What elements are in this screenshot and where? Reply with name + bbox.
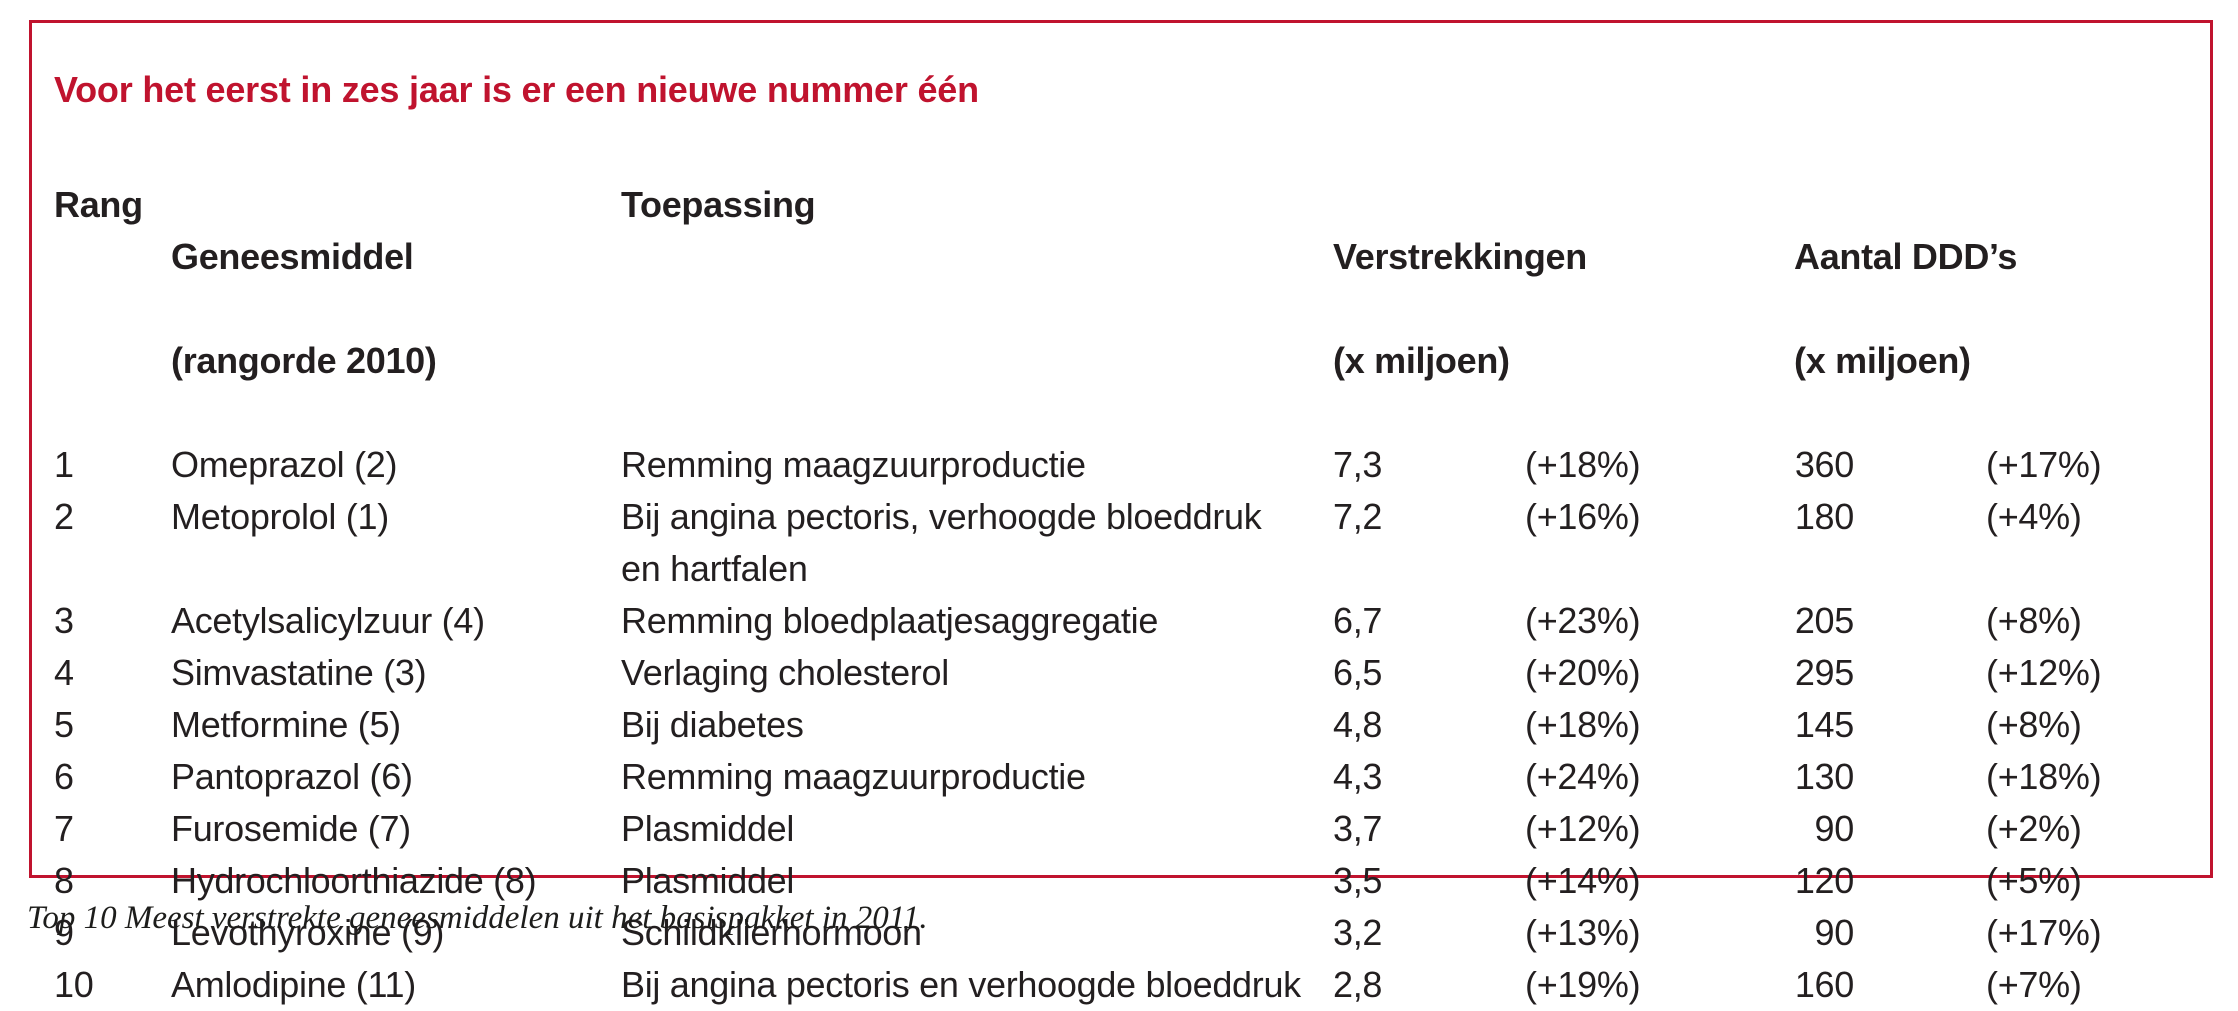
cell-ddd-pct: (+4%) (1986, 496, 2082, 537)
cell-geneesmiddel: Furosemide (7) (171, 808, 411, 849)
cell-verstrekkingen: 3,7 (1333, 808, 1383, 849)
medicines-table: Rang Geneesmiddel (rangorde 2010) Toepas… (54, 179, 2188, 1011)
cell-ddd-pct: (+8%) (1986, 704, 2082, 745)
cell-verstrekkingen-pct: (+24%) (1525, 756, 1641, 797)
cell-verstrekkingen-pct: (+13%) (1525, 912, 1641, 953)
cell-geneesmiddel: Levothyroxine (9) (171, 912, 445, 953)
cell-ddd-pct: (+17%) (1986, 912, 2102, 953)
column-header-aantal-ddd: Aantal DDD’s (x miljoen) (1654, 179, 2188, 439)
cell-geneesmiddel: Metoprolol (1) (171, 496, 389, 537)
column-header-aantal-ddd-line1: Aantal DDD’s (1794, 236, 2018, 277)
cell-verstrekkingen-pct: (+20%) (1525, 652, 1641, 693)
cell-rang: 3 (54, 600, 74, 641)
cell-rang: 4 (54, 652, 74, 693)
cell-verstrekkingen-pct: (+18%) (1525, 444, 1641, 485)
cell-geneesmiddel: Amlodipine (11) (171, 964, 416, 1005)
cell-ddd-pct: (+8%) (1986, 600, 2082, 641)
cell-toepassing: Verlaging cholesterol (621, 652, 949, 693)
cell-ddd: 360 (1794, 444, 1854, 485)
cell-ddd: 205 (1794, 600, 1854, 641)
cell-toepassing: Bij angina pectoris en verhoogde bloeddr… (621, 964, 1301, 1005)
cell-verstrekkingen: 4,8 (1333, 704, 1383, 745)
column-header-aantal-ddd-line2: (x miljoen) (1794, 340, 1971, 381)
figure-box: Voor het eerst in zes jaar is er een nie… (29, 20, 2213, 1005)
cell-rang: 7 (54, 808, 74, 849)
cell-rang: 1 (54, 444, 74, 485)
cell-toepassing: Bij diabetes (621, 704, 804, 745)
cell-verstrekkingen-pct: (+16%) (1525, 496, 1641, 537)
cell-geneesmiddel: Acetylsalicylzuur (4) (171, 600, 485, 641)
cell-ddd: 145 (1794, 704, 1854, 745)
figure-title: Voor het eerst in zes jaar is er een nie… (54, 69, 979, 110)
cell-rang: 10 (54, 964, 94, 1005)
cell-ddd: 90 (1814, 912, 1855, 953)
cell-rang: 6 (54, 756, 74, 797)
cell-toepassing: Remming bloedplaatjesaggregatie (621, 600, 1159, 641)
cell-ddd-pct: (+5%) (1986, 860, 2082, 901)
column-header-geneesmiddel: Geneesmiddel (rangorde 2010) (171, 179, 621, 439)
cell-geneesmiddel: Simvastatine (3) (171, 652, 427, 693)
cell-ddd-pct: (+17%) (1986, 444, 2102, 485)
cell-verstrekkingen-pct: (+19%) (1525, 964, 1641, 1005)
cell-toepassing: Remming maagzuurproductie (621, 444, 1086, 485)
cell-toepassing: Plasmiddel (621, 808, 795, 849)
cell-ddd: 120 (1794, 860, 1854, 901)
cell-geneesmiddel: Hydrochloorthiazide (8) (171, 860, 537, 901)
cell-toepassing: Bij angina pectoris, verhoogde bloeddruk… (621, 496, 1262, 589)
cell-verstrekkingen-pct: (+23%) (1525, 600, 1641, 641)
cell-verstrekkingen: 2,8 (1333, 964, 1383, 1005)
cell-rang: 9 (54, 912, 74, 953)
cell-rang: 2 (54, 496, 74, 537)
cell-verstrekkingen: 3,5 (1333, 860, 1383, 901)
cell-ddd-pct: (+12%) (1986, 652, 2102, 693)
cell-toepassing: Remming maagzuurproductie (621, 756, 1086, 797)
cell-verstrekkingen-pct: (+14%) (1525, 860, 1641, 901)
cell-geneesmiddel: Pantoprazol (6) (171, 756, 413, 797)
cell-rang: 8 (54, 860, 74, 901)
cell-ddd-pct: (+18%) (1986, 756, 2102, 797)
column-header-verstrekkingen-line2: (x miljoen) (1333, 340, 1510, 381)
cell-ddd: 180 (1794, 496, 1854, 537)
cell-ddd: 90 (1814, 808, 1855, 849)
cell-ddd: 130 (1794, 756, 1854, 797)
cell-verstrekkingen: 7,3 (1333, 444, 1383, 485)
column-header-verstrekkingen-line1: Verstrekkingen (1333, 236, 1587, 277)
column-header-toepassing: Toepassing (621, 184, 816, 225)
cell-geneesmiddel: Metformine (5) (171, 704, 401, 745)
cell-ddd: 160 (1794, 964, 1854, 1005)
cell-verstrekkingen: 3,2 (1333, 912, 1383, 953)
cell-verstrekkingen: 4,3 (1333, 756, 1383, 797)
column-header-geneesmiddel-line2: (rangorde 2010) (171, 340, 437, 381)
cell-verstrekkingen: 6,5 (1333, 652, 1383, 693)
column-header-rang: Rang (54, 184, 143, 225)
cell-ddd-pct: (+7%) (1986, 964, 2082, 1005)
column-header-verstrekkingen: Verstrekkingen (x miljoen) (1333, 179, 1654, 439)
cell-toepassing: Schildklierhormoon (621, 912, 922, 953)
figure-caption: Top 10 Meest verstrekte geneesmiddelen u… (27, 900, 928, 936)
cell-rang: 5 (54, 704, 74, 745)
cell-ddd-pct: (+2%) (1986, 808, 2082, 849)
column-header-geneesmiddel-line1: Geneesmiddel (171, 236, 414, 277)
cell-verstrekkingen: 6,7 (1333, 600, 1383, 641)
cell-ddd: 295 (1794, 652, 1854, 693)
cell-verstrekkingen-pct: (+18%) (1525, 704, 1641, 745)
cell-geneesmiddel: Omeprazol (2) (171, 444, 398, 485)
cell-verstrekkingen-pct: (+12%) (1525, 808, 1641, 849)
cell-verstrekkingen: 7,2 (1333, 496, 1383, 537)
cell-toepassing: Plasmiddel (621, 860, 795, 901)
